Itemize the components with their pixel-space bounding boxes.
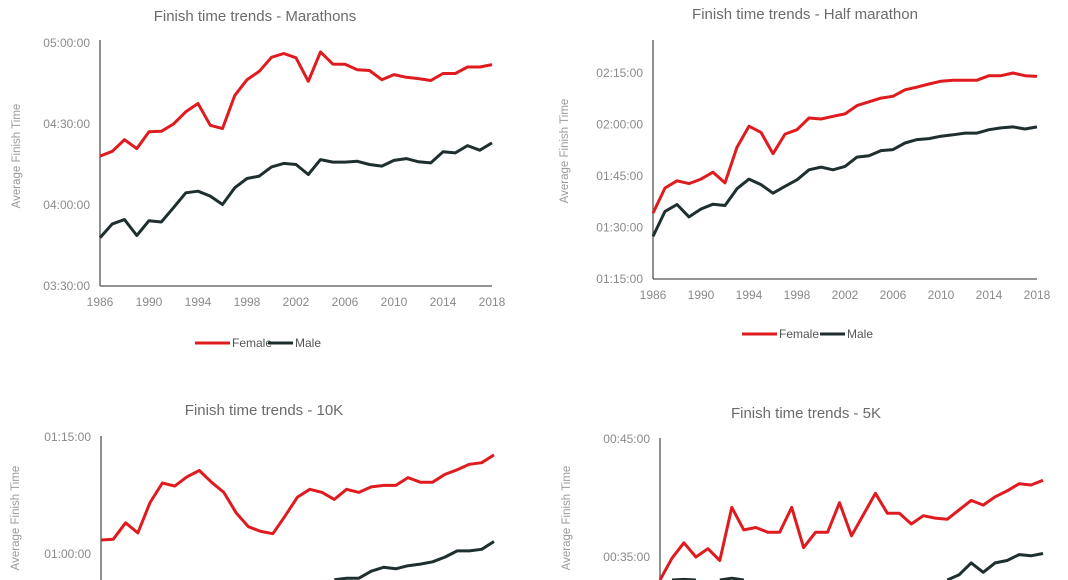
chart-4: Finish time trends - 5K Average Finish Ti… xyxy=(561,405,1044,580)
y-tick-label: 02:15:00 xyxy=(596,66,643,80)
chart-1: Finish time trends - Marathons Average Fi… xyxy=(11,8,506,350)
y-tick-label: 04:30:00 xyxy=(43,117,90,131)
legend-item-female: Female xyxy=(742,327,819,341)
chart-3: Finish time trends - 10K Average Finish T… xyxy=(10,402,495,580)
legend-item-male: Male xyxy=(268,336,321,350)
x-tick-label: 1998 xyxy=(234,295,261,309)
series-line-female xyxy=(658,478,1044,580)
series-line-male xyxy=(334,540,495,580)
x-tick-label: 1986 xyxy=(87,295,114,309)
series-line-female xyxy=(99,50,493,158)
legend-label: Male xyxy=(295,336,321,350)
chart-title: Finish time trends - Marathons xyxy=(154,8,357,25)
x-tick-label: 1986 xyxy=(640,288,667,302)
y-tick-label: 05:00:00 xyxy=(43,36,90,50)
legend-item-male: Male xyxy=(820,327,873,341)
y-tick-label: 03:30:00 xyxy=(43,279,90,293)
x-tick-label: 1998 xyxy=(784,288,811,302)
y-axis-label: Average Finish Time xyxy=(10,466,22,571)
y-tick-label: 02:00:00 xyxy=(596,118,643,132)
legend-label: Male xyxy=(847,327,873,341)
x-tick-label: 2010 xyxy=(381,295,408,309)
x-tick-label: 1990 xyxy=(136,295,163,309)
series-line-female xyxy=(651,71,1038,214)
y-tick-label: 01:30:00 xyxy=(596,221,643,235)
series-line-male xyxy=(671,552,1044,580)
series-line-male xyxy=(98,141,493,239)
y-axis-label: Average Finish Time xyxy=(559,99,571,204)
chart-title: Finish time trends - 5K xyxy=(731,405,881,422)
chart-title: Finish time trends - 10K xyxy=(185,402,343,419)
x-tick-label: 2014 xyxy=(430,295,457,309)
y-axis-label: Average Finish Time xyxy=(561,466,573,571)
x-tick-label: 1994 xyxy=(185,295,212,309)
x-tick-label: 2018 xyxy=(1024,288,1051,302)
chart-title: Finish time trends - Half marathon xyxy=(692,6,918,23)
x-tick-label: 2006 xyxy=(332,295,359,309)
legend-item-female: Female xyxy=(195,336,272,350)
x-tick-label: 1994 xyxy=(736,288,763,302)
y-tick-label: 01:15:00 xyxy=(596,272,643,286)
x-tick-label: 1990 xyxy=(688,288,715,302)
x-tick-label: 2010 xyxy=(928,288,955,302)
y-tick-label: 00:45:00 xyxy=(603,432,650,446)
series-line-male xyxy=(651,125,1038,238)
x-tick-label: 2014 xyxy=(976,288,1003,302)
y-tick-label: 01:00:00 xyxy=(44,547,91,561)
y-tick-label: 01:15:00 xyxy=(44,430,91,444)
y-axis-label: Average Finish Time xyxy=(11,104,23,209)
series-line-female xyxy=(100,453,495,542)
x-tick-label: 2002 xyxy=(283,295,310,309)
y-tick-label: 04:00:00 xyxy=(43,198,90,212)
legend-label: Female xyxy=(779,327,819,341)
x-tick-label: 2002 xyxy=(832,288,859,302)
y-tick-label: 00:35:00 xyxy=(603,550,650,564)
x-tick-label: 2018 xyxy=(479,295,506,309)
chart-2: Finish time trends - Half marathon Averag… xyxy=(559,6,1051,341)
x-tick-label: 2006 xyxy=(880,288,907,302)
y-tick-label: 01:45:00 xyxy=(596,169,643,183)
legend-label: Female xyxy=(232,336,272,350)
